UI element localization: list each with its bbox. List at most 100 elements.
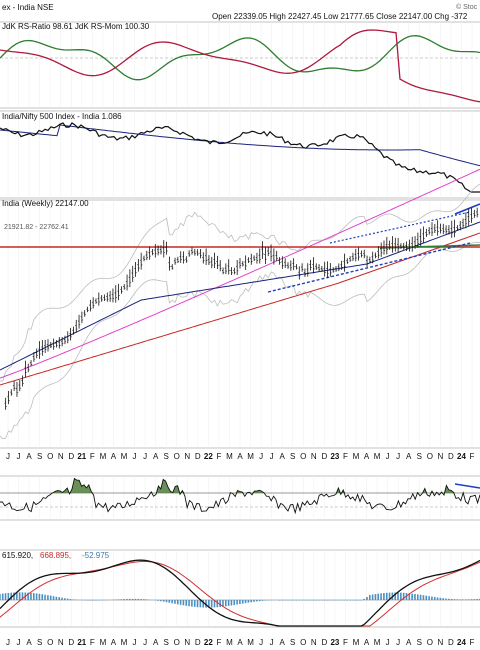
macd-histogram-bar: [213, 600, 216, 608]
macd-histogram-bar: [408, 593, 411, 600]
macd-histogram-bar: [315, 600, 317, 601]
macd-histogram-bar: [199, 600, 202, 608]
axis-tick-label: 23: [330, 452, 339, 461]
macd-histogram-bar: [284, 600, 286, 601]
macd-value: 615.920,: [2, 551, 33, 560]
axis-tick-label: F: [90, 638, 95, 647]
axis-tick-label: 22: [204, 452, 213, 461]
axis-tick-label: S: [417, 638, 422, 647]
macd-histogram-bar: [145, 599, 148, 600]
axis-tick-label: S: [37, 638, 42, 647]
bollinger-upper: [0, 183, 480, 382]
axis-tick-label: D: [68, 452, 74, 461]
axis-tick-label: A: [364, 638, 370, 647]
signal-value: 668.895,: [40, 551, 71, 560]
axis-tick-label: 23: [330, 638, 339, 647]
macd-histogram-bar: [414, 593, 416, 600]
rs-oscillator-panel: [0, 477, 480, 515]
axis-tick-label: F: [343, 452, 348, 461]
rrg-label: JdK RS-Ratio 98.61 JdK RS-Mom 100.30: [2, 22, 150, 31]
macd-histogram-bar: [233, 600, 236, 606]
macd-histogram-bar: [450, 599, 453, 600]
macd-histogram-bar: [216, 600, 219, 608]
macd-histogram-bar: [349, 600, 351, 601]
macd-histogram-bar: [445, 598, 447, 600]
macd-histogram-bar: [289, 600, 292, 601]
axis-tick-label: J: [270, 452, 274, 461]
macd-histogram-bar: [69, 599, 72, 600]
macd-histogram-bar: [193, 600, 196, 607]
axis-tick-label: N: [437, 452, 443, 461]
axis-tick-label: J: [143, 638, 147, 647]
macd-histogram-bar: [264, 600, 267, 601]
macd-histogram-bar: [58, 597, 60, 600]
macd-histogram-bar: [236, 600, 238, 605]
macd-histogram-bar: [176, 600, 179, 605]
axis-tick-label: D: [448, 638, 454, 647]
relative-ma-line: [0, 124, 480, 167]
macd-histogram-bar: [470, 599, 473, 600]
macd-histogram-bar: [250, 600, 252, 603]
macd-histogram-bar: [346, 600, 348, 601]
axis-tick-label: A: [364, 452, 370, 461]
macd-histogram-bar: [16, 592, 18, 600]
macd-histogram-bar: [21, 592, 24, 600]
axis-tick-label: A: [153, 452, 159, 461]
axis-tick-label: J: [6, 452, 10, 461]
macd-histogram-bar: [120, 599, 123, 600]
axis-tick-label: N: [184, 452, 190, 461]
macd-histogram-bar: [253, 600, 255, 602]
axis-tick-label: M: [374, 452, 381, 461]
axis-tick-label: J: [259, 452, 263, 461]
macd-histogram-bar: [448, 598, 450, 600]
axis-tick-label: A: [406, 638, 412, 647]
axis-tick-label: D: [448, 452, 454, 461]
macd-histogram-bar: [92, 600, 94, 601]
axis-tick-label: M: [100, 638, 107, 647]
macd-histogram-bar: [304, 600, 306, 601]
macd-histogram-bar: [219, 600, 221, 607]
macd-histogram-bar: [30, 592, 32, 600]
macd-histogram-bar: [439, 597, 442, 600]
x-axis-bottom: J J A S O N D 21 F M A M J J A S O N D 22 F M A M J J A S O N D 23 F M A M J…: [6, 638, 475, 647]
axis-tick-label: N: [311, 452, 317, 461]
axis-tick-label: F: [343, 638, 348, 647]
relative-label: India/Nifty 500 Index - India 1.086: [2, 112, 122, 121]
macd-histogram-bar: [168, 600, 171, 603]
axis-tick-label: M: [121, 638, 128, 647]
macd-histogram-bar: [244, 600, 247, 604]
macd-histogram-bar: [332, 600, 334, 601]
macd-histogram-bar: [436, 597, 439, 600]
axis-tick-label: J: [143, 452, 147, 461]
macd-histogram-bar: [205, 600, 207, 608]
macd-histogram-bar: [292, 600, 295, 601]
axis-tick-label: M: [247, 638, 254, 647]
macd-histogram-bar: [61, 597, 63, 600]
axis-tick-label: D: [321, 452, 327, 461]
macd-histogram-bar: [182, 600, 185, 606]
macd-histogram-bar: [368, 595, 371, 600]
macd-histogram-bar: [55, 596, 58, 600]
macd-histogram-bar: [419, 594, 422, 600]
macd-histogram-bar: [35, 593, 38, 600]
macd-histogram-bar: [174, 600, 176, 604]
axis-tick-label: A: [280, 452, 286, 461]
ohlc-readout: Open 22339.05 High 22427.45 Low 21777.65…: [212, 12, 468, 21]
macd-histogram-bar: [306, 600, 309, 601]
macd-histogram-bar: [323, 600, 326, 601]
axis-tick-label: O: [300, 638, 306, 647]
macd-histogram-bar: [95, 600, 97, 601]
axis-tick-label: 24: [457, 638, 466, 647]
axis-tick-label: A: [237, 638, 243, 647]
macd-histogram-bar: [188, 600, 190, 607]
axis-tick-label: D: [195, 638, 201, 647]
macd-histogram-bar: [222, 600, 224, 607]
macd-histogram-bar: [476, 598, 478, 600]
watermark: © Stoc: [456, 3, 478, 11]
ma-long-line: [0, 232, 480, 386]
macd-histogram-bar: [10, 592, 12, 600]
axis-tick-label: S: [290, 452, 295, 461]
axis-tick-label: J: [396, 638, 400, 647]
macd-histogram-bar: [230, 600, 233, 606]
band-label: 21921.82 - 22762.41: [4, 224, 69, 231]
